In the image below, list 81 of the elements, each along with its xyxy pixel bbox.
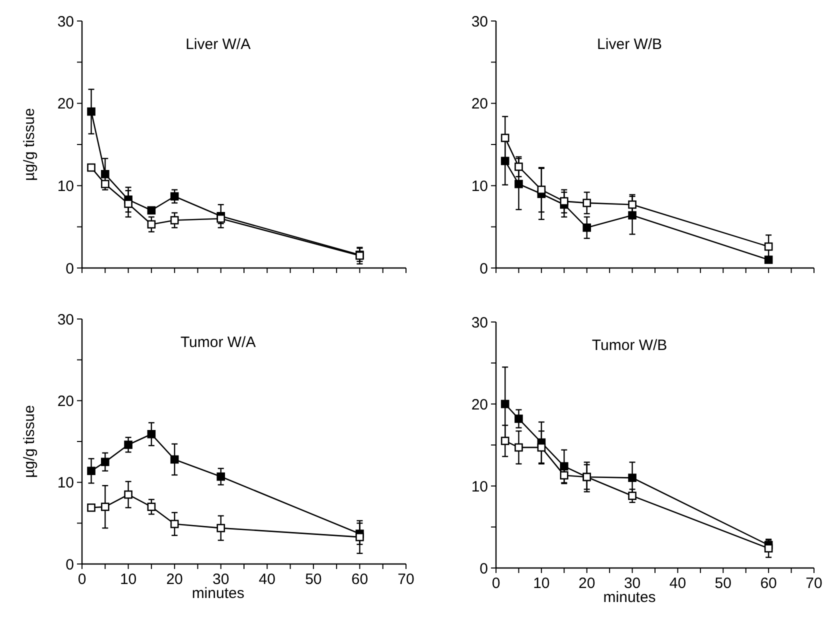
text: Liver W/A: [186, 36, 251, 53]
point: [500, 400, 510, 408]
point: [170, 520, 179, 528]
point: [87, 504, 96, 512]
y-tick-label: 10: [57, 178, 74, 195]
point: [628, 211, 636, 220]
point: [216, 524, 226, 532]
x-tick-label: 20: [578, 575, 596, 592]
x-axis-title: minutes: [603, 589, 656, 606]
point: [514, 443, 523, 452]
point: [628, 474, 636, 482]
point: [356, 532, 364, 542]
point: [628, 200, 636, 209]
point: [500, 436, 510, 446]
y-tick-label: 20: [471, 396, 488, 414]
text: Tumor W/A: [180, 334, 256, 351]
point: [514, 180, 523, 188]
x-tick-label: 70: [806, 575, 822, 592]
y-tick-label: 10: [471, 178, 488, 195]
point: [100, 170, 110, 178]
y-tick-label: 20: [57, 96, 74, 113]
point: [147, 502, 156, 511]
point: [560, 197, 568, 206]
y-tick-label: 0: [66, 260, 74, 278]
x-tick-label: 10: [120, 571, 137, 588]
y-tick-label: 30: [471, 314, 488, 332]
point: [582, 224, 592, 232]
x-tick-label: 20: [166, 571, 183, 588]
y-tick-label: 0: [480, 260, 488, 278]
point: [537, 186, 546, 194]
point: [514, 414, 523, 423]
y-tick-label: 10: [471, 478, 488, 496]
x-tick-label: 60: [760, 575, 777, 592]
point: [87, 163, 96, 172]
x-tick-label: 50: [305, 571, 322, 588]
x-tick-label: 40: [669, 575, 686, 592]
point: [147, 430, 156, 438]
x-tick-label: 60: [351, 571, 368, 588]
y-tick-label: 20: [57, 392, 74, 410]
point: [87, 466, 96, 476]
x-tick-label: 30: [212, 571, 230, 588]
y-tick-label: 30: [57, 311, 74, 328]
point: [764, 242, 773, 251]
point: [100, 502, 110, 511]
y-tick-label: 10: [57, 474, 74, 492]
point: [100, 458, 110, 466]
x-axis-title: minutes: [192, 585, 244, 602]
text: Tumor W/B: [592, 337, 668, 354]
y-axis-title: µg/g tissue: [21, 405, 38, 478]
y-tick-label: 30: [57, 13, 74, 30]
y-tick-label: 30: [471, 13, 488, 30]
point: [764, 544, 773, 552]
point: [216, 472, 226, 481]
x-tick-label: 70: [398, 571, 414, 588]
point: [87, 107, 96, 116]
point: [170, 192, 179, 201]
point: [628, 492, 636, 500]
point: [560, 471, 568, 480]
point: [170, 455, 179, 464]
y-axis-title: µg/g tissue: [21, 108, 38, 181]
point: [500, 134, 510, 142]
point: [124, 490, 132, 499]
y-tick-label: 0: [66, 556, 74, 574]
y-tick-label: 20: [471, 96, 488, 113]
point: [170, 216, 179, 224]
point: [764, 256, 773, 264]
x-tick-label: 30: [624, 575, 641, 592]
x-tick-label: 0: [492, 575, 500, 592]
text: Liver W/B: [597, 36, 662, 53]
x-tick-label: 10: [533, 575, 550, 592]
x-tick-label: 0: [78, 571, 86, 588]
point: [582, 198, 592, 208]
point: [514, 162, 523, 171]
x-tick-label: 40: [258, 571, 276, 588]
point: [560, 462, 568, 470]
point: [147, 206, 156, 215]
point: [537, 443, 546, 452]
x-tick-label: 50: [714, 575, 732, 592]
point: [147, 220, 156, 229]
point: [124, 440, 132, 449]
point: [124, 200, 132, 208]
